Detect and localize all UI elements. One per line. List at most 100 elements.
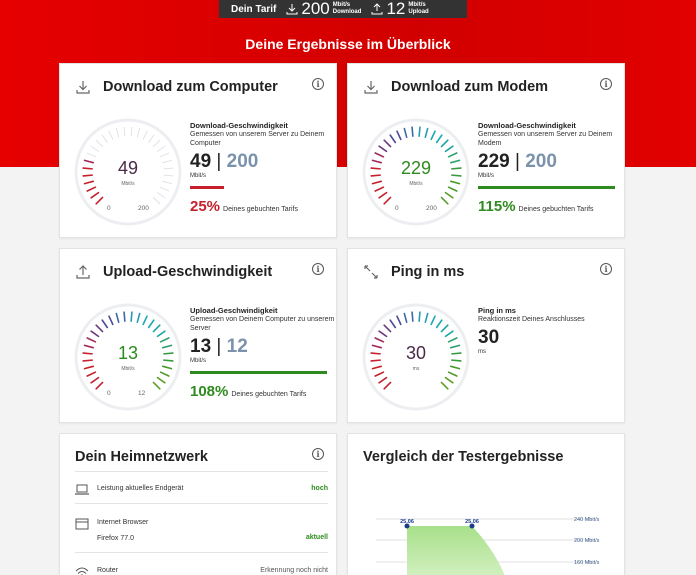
gauge-tick <box>83 159 95 164</box>
gauge-tick <box>147 319 155 329</box>
gauge-tick <box>383 381 392 390</box>
gauge-tick <box>447 152 458 158</box>
gauge-tick <box>449 344 461 349</box>
gauge-tick <box>90 376 100 384</box>
card-download-computer: Download zum Computer i 49 Mbit/s 0 200 … <box>59 63 337 238</box>
gauge-tick <box>156 376 166 384</box>
gauge-tick <box>383 196 392 205</box>
gauge-tick <box>123 126 126 137</box>
gauge-tick <box>371 344 383 349</box>
gauge-tick <box>447 371 458 377</box>
gauge-max: 12 <box>138 390 146 397</box>
gauge-tick <box>136 312 141 324</box>
item-sub: Firefox 77.0 <box>97 535 134 542</box>
gauge-tick <box>130 126 133 137</box>
gauge-unit: ms <box>412 366 420 372</box>
upload-icon <box>76 265 90 279</box>
info-icon[interactable]: i <box>600 263 612 275</box>
gauge-tick <box>396 130 402 141</box>
gauge-tick <box>142 130 148 140</box>
gauge-tick <box>86 152 96 158</box>
gauge-tick <box>371 180 383 185</box>
info-icon[interactable]: i <box>312 263 324 275</box>
gauge-tick <box>440 381 449 390</box>
list-item: Router Erkennung noch nicht <box>75 565 328 575</box>
plan-value: 12 <box>226 336 248 357</box>
gauge-value: 229 <box>400 158 432 178</box>
gauge-tick <box>374 337 385 343</box>
gauge-tick <box>130 311 133 322</box>
axis-label: 240 Mbit/s <box>574 517 600 523</box>
gauge-tick <box>371 159 383 164</box>
item-value: hoch <box>311 485 328 492</box>
tarif-bar: Dein Tarif 200 Mbit/s Download 12 Mbit/s U… <box>219 0 467 18</box>
gauge-tick <box>403 312 408 324</box>
gauge-tick <box>152 324 161 333</box>
gauge-tick <box>160 152 170 158</box>
gauge-tick <box>161 365 173 370</box>
gauge-tick <box>383 139 392 148</box>
gauge-tick <box>115 312 120 324</box>
gauge-tick <box>156 330 166 338</box>
speed-value: 13 <box>190 336 212 357</box>
gauge-tick <box>163 174 174 177</box>
gauge-tick <box>424 127 429 139</box>
item-name: Router <box>97 567 119 574</box>
gauge-tick <box>451 174 462 177</box>
gauge-tick <box>83 180 95 185</box>
info-icon[interactable]: i <box>600 78 612 90</box>
speed-sub: Gemessen von Deinem Computer zu unserem … <box>190 316 335 332</box>
gauge-tick <box>123 311 126 322</box>
percent-row: 108% Deines gebuchten Tarifs <box>190 383 338 400</box>
gauge-tick <box>152 381 161 390</box>
axis-label: 200 Mbit/s <box>574 538 600 544</box>
hero-title: Deine Ergebnisse im Überblick <box>245 36 451 52</box>
speed-sub: Reaktionszeit Deines Anschlusses <box>478 316 585 323</box>
speed-label: Ping in ms <box>478 306 516 315</box>
tarif-download-label: Download <box>332 9 362 15</box>
info-icon[interactable]: i <box>312 448 324 460</box>
gauge-tick <box>447 337 458 343</box>
list-item: Leistung aktuelles Endgerät hoch <box>75 483 328 503</box>
gauge-unit: Mbit/s <box>121 181 135 187</box>
gauge-tick <box>115 128 120 138</box>
gauge-tick <box>440 196 449 205</box>
tarif-label: Dein Tarif <box>231 3 277 15</box>
chart-point <box>404 523 410 529</box>
download-icon <box>364 81 378 94</box>
ping-icon <box>364 265 378 279</box>
speed-unit: Mbit/s <box>478 173 495 179</box>
speed-value: 30 <box>478 327 500 348</box>
gauge-value: 30 <box>405 343 427 363</box>
speed-info: Ping in ms Reaktionszeit Deines Anschlus… <box>478 306 626 355</box>
gauge-tick <box>159 337 170 343</box>
gauge-tick <box>389 319 397 329</box>
card-title: Vergleich der Testergebnisse <box>363 449 564 465</box>
gauge-unit: Mbit/s <box>409 181 423 187</box>
gauge-tick <box>383 324 392 333</box>
gauge-tick <box>101 134 108 143</box>
info-icon[interactable]: i <box>312 78 324 90</box>
gauge-tick <box>86 186 97 192</box>
card-title: Ping in ms <box>391 264 465 280</box>
speed-unit: Mbit/s <box>190 358 207 364</box>
gauge-tick <box>142 315 148 326</box>
gauge-download-modem: 229 Mbit/s 0 200 <box>362 118 470 226</box>
gauge-tick <box>403 127 408 139</box>
speed-info: Download-Geschwindigkeit Gemessen von un… <box>190 121 338 215</box>
tarif-upload: 12 Mbit/s Upload <box>371 0 429 19</box>
speed-unit: Mbit/s <box>190 173 207 179</box>
card-title: Dein Heimnetzwerk <box>75 449 208 465</box>
speed-label: Download-Geschwindigkeit <box>478 121 576 130</box>
tarif-download: 200 Mbit/s Download <box>286 0 361 19</box>
card-vergleich: Vergleich der Testergebnisse 25.06 25.06… <box>347 433 625 575</box>
gauge-tick <box>157 145 166 152</box>
gauge-tick <box>418 126 421 137</box>
laptop-icon <box>75 484 89 495</box>
gauge-max: 200 <box>426 205 437 212</box>
gauge-tick <box>163 352 174 355</box>
tarif-download-value: 200 <box>301 0 330 18</box>
gauge-tick <box>418 311 421 322</box>
browser-icon <box>75 518 89 530</box>
gauge-tick <box>95 324 104 333</box>
